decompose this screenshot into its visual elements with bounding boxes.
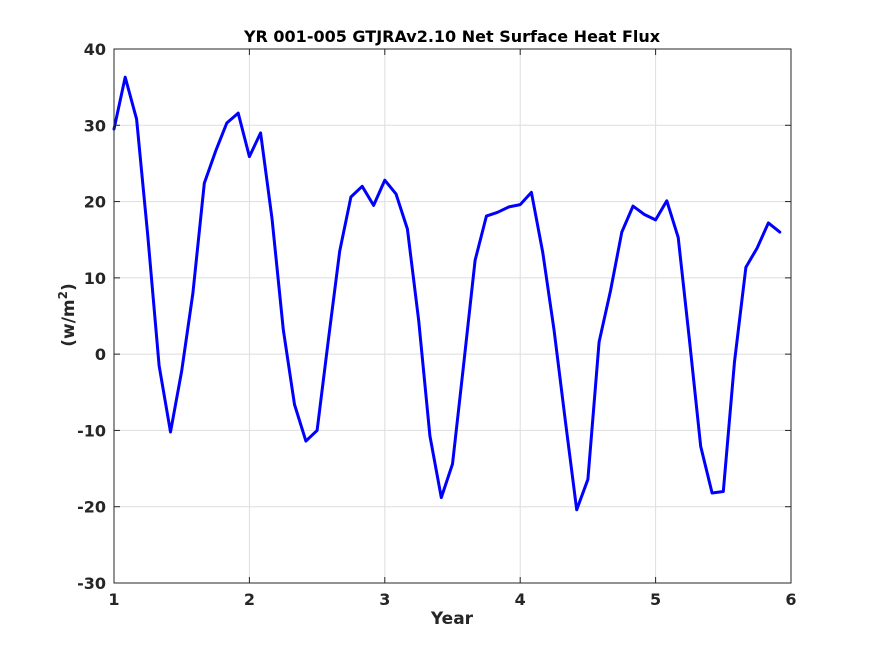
data-point (665, 199, 668, 202)
data-point (778, 230, 781, 234)
data-point (462, 362, 465, 366)
data-point (564, 419, 567, 422)
y-axis-title-text: (w/m (59, 299, 79, 346)
data-point (361, 185, 364, 188)
data-point (451, 462, 454, 466)
data-point (225, 121, 228, 125)
data-point (315, 429, 319, 432)
data-point (259, 131, 262, 135)
data-point (575, 508, 578, 511)
data-point (327, 339, 330, 342)
data-point (169, 430, 172, 434)
y-tick-label: -20 (77, 498, 106, 517)
data-point (744, 266, 748, 269)
data-point (631, 204, 635, 208)
data-point (485, 214, 488, 218)
y-tick-label: 10 (84, 269, 106, 288)
data-point (248, 155, 251, 158)
data-point (157, 364, 161, 367)
y-tick-label: 20 (84, 193, 106, 212)
y-tick-label: 40 (84, 40, 106, 59)
x-tick-label: 4 (515, 590, 526, 609)
data-point (417, 319, 420, 322)
data-point (473, 259, 477, 262)
data-point (428, 434, 432, 437)
series-line (112, 75, 782, 512)
data-point (124, 76, 127, 79)
x-tick-label: 3 (379, 590, 390, 609)
data-point (440, 496, 443, 499)
axis-ticks: 1 2 3 4 5 6 -30 -20 -10 0 10 20 30 40 (77, 40, 796, 609)
data-point (586, 478, 590, 481)
data-point (643, 213, 646, 216)
y-tick-label: -10 (77, 421, 106, 440)
y-axis-title-suffix: ) (59, 283, 79, 291)
data-point (191, 291, 195, 295)
data-point (597, 340, 601, 344)
data-point (214, 150, 217, 153)
data-point (733, 360, 736, 363)
data-point (338, 250, 341, 253)
data-point (293, 403, 296, 406)
data-point (530, 191, 533, 194)
x-tick-label: 6 (785, 590, 796, 609)
data-point (767, 221, 770, 225)
data-point (552, 328, 556, 331)
data-point (609, 289, 612, 292)
x-tick-label: 2 (244, 590, 255, 609)
data-point (349, 195, 353, 199)
data-point (282, 328, 285, 331)
data-point (304, 439, 308, 443)
data-point (203, 182, 206, 185)
data-point (394, 192, 398, 196)
data-point (699, 445, 702, 448)
chart-title: YR 001-005 GTJRAv2.10 Net Surface Heat F… (243, 27, 661, 46)
series-layer (112, 75, 782, 512)
data-point (237, 111, 240, 115)
data-point (496, 211, 499, 214)
data-point (507, 205, 511, 209)
data-point (135, 118, 138, 121)
data-point (270, 217, 274, 220)
data-point (710, 491, 714, 495)
x-axis-title: Year (430, 609, 474, 629)
y-axis-title: (w/m2) (56, 283, 79, 347)
x-tick-label: 5 (650, 590, 661, 609)
plot-frame (113, 48, 792, 584)
data-point (406, 227, 409, 231)
data-point (654, 218, 657, 222)
data-point (755, 246, 759, 250)
data-point (383, 179, 386, 182)
y-tick-label: 30 (84, 116, 106, 135)
data-point (677, 236, 680, 239)
y-axis-title-superscript: 2 (56, 291, 70, 299)
data-point (722, 490, 725, 493)
data-point (519, 203, 522, 206)
x-tick-label: 1 (108, 590, 119, 609)
data-point (620, 230, 623, 234)
y-tick-label: -30 (77, 574, 106, 593)
data-point (146, 234, 149, 238)
data-point (688, 338, 691, 341)
y-tick-label: 0 (95, 345, 106, 364)
data-point (180, 369, 183, 373)
data-point (541, 251, 544, 254)
data-point (372, 204, 375, 207)
